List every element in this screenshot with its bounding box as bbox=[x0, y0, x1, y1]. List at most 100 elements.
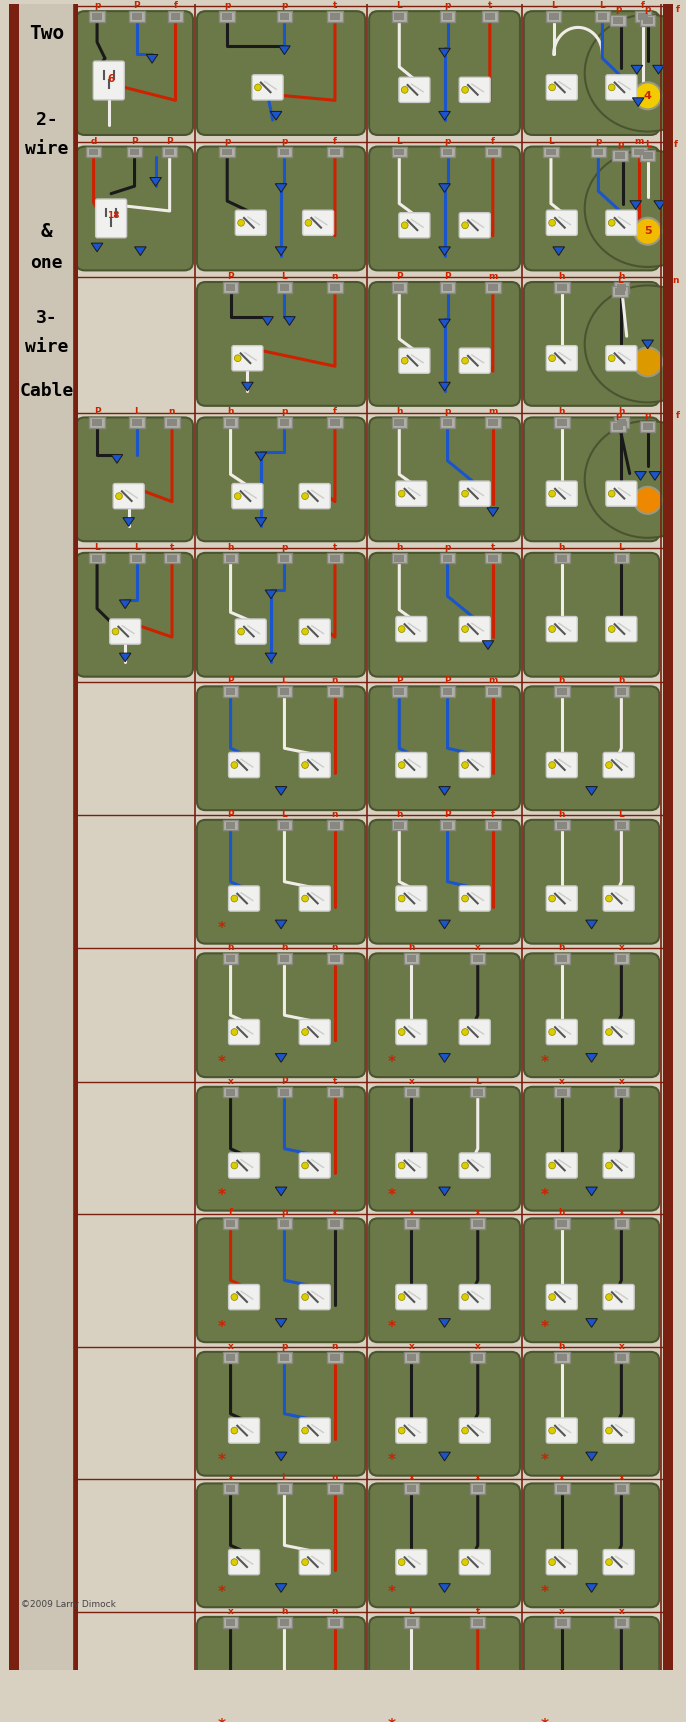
Circle shape bbox=[462, 86, 469, 93]
Text: h: h bbox=[558, 272, 565, 281]
Bar bbox=[442, 148, 452, 155]
Polygon shape bbox=[275, 1584, 287, 1593]
FancyBboxPatch shape bbox=[235, 210, 266, 236]
FancyBboxPatch shape bbox=[76, 146, 193, 270]
Text: *: * bbox=[388, 1719, 396, 1722]
FancyBboxPatch shape bbox=[197, 1219, 365, 1341]
Bar bbox=[611, 422, 626, 432]
Polygon shape bbox=[270, 112, 282, 121]
Bar bbox=[554, 1087, 569, 1097]
Circle shape bbox=[302, 895, 309, 902]
Bar bbox=[327, 1087, 343, 1097]
Circle shape bbox=[634, 83, 661, 110]
Bar bbox=[276, 553, 292, 563]
Polygon shape bbox=[262, 317, 274, 325]
Bar bbox=[92, 14, 102, 21]
Text: L: L bbox=[281, 677, 287, 685]
Text: h: h bbox=[558, 809, 565, 820]
Polygon shape bbox=[284, 317, 295, 325]
FancyBboxPatch shape bbox=[459, 1019, 490, 1045]
Polygon shape bbox=[265, 653, 276, 661]
Polygon shape bbox=[439, 1186, 451, 1195]
Bar bbox=[223, 687, 238, 697]
Bar bbox=[554, 1352, 569, 1362]
Text: L: L bbox=[408, 1607, 414, 1615]
Bar bbox=[643, 424, 652, 430]
Bar bbox=[223, 1352, 238, 1362]
FancyBboxPatch shape bbox=[524, 417, 659, 541]
FancyBboxPatch shape bbox=[399, 214, 430, 238]
FancyBboxPatch shape bbox=[228, 1154, 259, 1178]
Bar bbox=[394, 821, 404, 828]
Text: x: x bbox=[619, 1474, 624, 1483]
Bar bbox=[403, 1219, 419, 1230]
Bar bbox=[88, 148, 98, 155]
Bar bbox=[327, 954, 343, 964]
Circle shape bbox=[399, 1558, 405, 1565]
FancyBboxPatch shape bbox=[396, 1285, 427, 1310]
FancyBboxPatch shape bbox=[603, 753, 634, 778]
Circle shape bbox=[462, 358, 469, 363]
FancyBboxPatch shape bbox=[459, 1550, 490, 1574]
FancyBboxPatch shape bbox=[524, 687, 659, 809]
FancyBboxPatch shape bbox=[228, 1285, 259, 1310]
Bar bbox=[442, 420, 452, 425]
Text: h: h bbox=[558, 677, 565, 685]
Bar bbox=[442, 284, 452, 291]
FancyBboxPatch shape bbox=[197, 1617, 365, 1722]
Bar bbox=[392, 820, 407, 830]
Bar bbox=[330, 956, 340, 963]
Bar bbox=[280, 554, 289, 561]
Text: p: p bbox=[281, 1341, 287, 1350]
FancyBboxPatch shape bbox=[603, 1154, 634, 1178]
Text: n: n bbox=[332, 1341, 338, 1350]
Polygon shape bbox=[241, 382, 253, 391]
Polygon shape bbox=[146, 55, 158, 64]
Polygon shape bbox=[275, 787, 287, 796]
Text: h: h bbox=[618, 677, 625, 685]
Bar bbox=[546, 10, 561, 22]
FancyBboxPatch shape bbox=[303, 210, 333, 236]
Polygon shape bbox=[439, 112, 451, 121]
Circle shape bbox=[399, 1693, 405, 1700]
FancyBboxPatch shape bbox=[546, 753, 578, 778]
Bar bbox=[330, 554, 340, 561]
Polygon shape bbox=[487, 508, 499, 517]
Text: P: P bbox=[131, 136, 138, 146]
Bar bbox=[614, 1087, 629, 1097]
Bar bbox=[330, 148, 340, 155]
Circle shape bbox=[549, 1693, 556, 1700]
Bar bbox=[276, 146, 292, 157]
Bar bbox=[617, 689, 626, 696]
Bar bbox=[549, 14, 558, 21]
FancyBboxPatch shape bbox=[228, 753, 259, 778]
Text: *: * bbox=[540, 1188, 548, 1204]
Text: P: P bbox=[396, 677, 403, 685]
Bar bbox=[280, 1619, 289, 1626]
Text: P: P bbox=[227, 809, 234, 820]
Bar bbox=[557, 284, 567, 291]
Polygon shape bbox=[255, 453, 267, 461]
Bar bbox=[554, 1483, 569, 1495]
Bar bbox=[226, 1088, 235, 1095]
Circle shape bbox=[608, 491, 615, 498]
Bar bbox=[615, 152, 625, 158]
FancyBboxPatch shape bbox=[252, 74, 283, 100]
Circle shape bbox=[401, 222, 408, 229]
Polygon shape bbox=[111, 455, 123, 463]
FancyBboxPatch shape bbox=[299, 1682, 330, 1708]
Text: L: L bbox=[94, 542, 100, 551]
FancyBboxPatch shape bbox=[459, 885, 490, 911]
Bar bbox=[473, 1088, 482, 1095]
Bar bbox=[557, 821, 567, 828]
Text: *: * bbox=[540, 1056, 548, 1069]
FancyBboxPatch shape bbox=[396, 1550, 427, 1574]
Bar bbox=[554, 553, 569, 563]
Circle shape bbox=[606, 1162, 613, 1169]
FancyBboxPatch shape bbox=[197, 417, 365, 541]
Bar bbox=[276, 687, 292, 697]
Bar bbox=[280, 1486, 289, 1493]
Bar bbox=[557, 1353, 567, 1360]
Text: x: x bbox=[228, 1474, 233, 1483]
Text: *: * bbox=[218, 921, 226, 937]
